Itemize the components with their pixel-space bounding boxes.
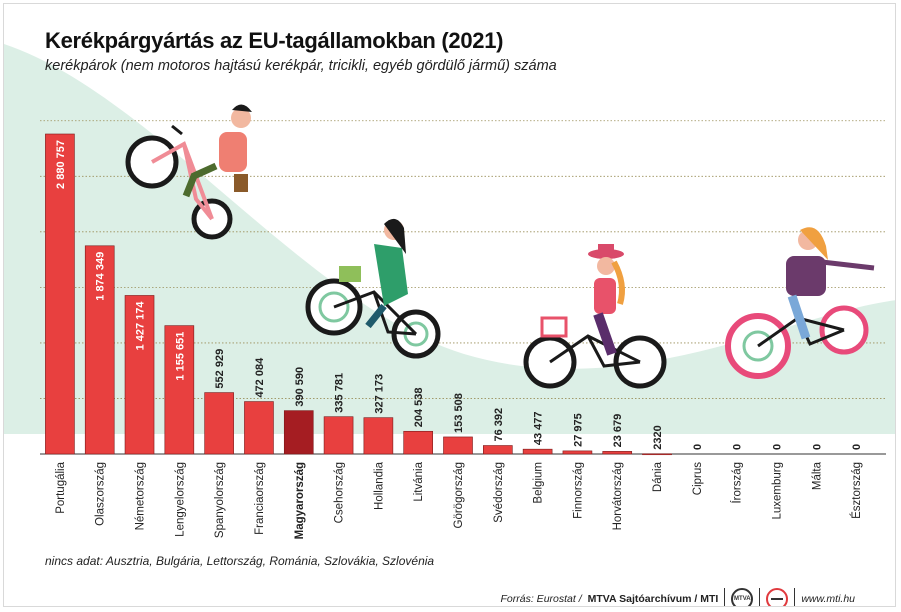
category-label-13: Finnország bbox=[572, 462, 584, 519]
category-label-20: Észtország bbox=[850, 462, 863, 519]
no-data-note: nincs adat: Ausztria, Bulgária, Lettorsz… bbox=[45, 554, 435, 568]
bar-1 bbox=[84, 245, 115, 455]
background-wave bbox=[4, 44, 895, 434]
value-label-1: 1 874 349 bbox=[95, 252, 107, 301]
bar-2 bbox=[124, 295, 155, 455]
chart-title: Kerékpárgyártás az EU-tagállamokban (202… bbox=[45, 28, 504, 53]
bar-12 bbox=[522, 448, 553, 455]
chart-plot: 2 880 757 1 874 349 1 427 174 1 155 651 552 … bbox=[4, 44, 895, 539]
bar-0 bbox=[45, 133, 75, 455]
value-label-5: 472 084 bbox=[254, 357, 266, 398]
value-label-17: 0 bbox=[732, 444, 744, 450]
category-label-18: Luxemburg bbox=[771, 462, 783, 520]
value-label-6: 390 590 bbox=[294, 367, 306, 407]
bar-4 bbox=[204, 392, 234, 455]
cyclist-hat-icon bbox=[523, 244, 667, 389]
category-label-1: Olaszország bbox=[95, 462, 107, 526]
footer-divider bbox=[724, 588, 726, 606]
value-label-10: 153 508 bbox=[453, 393, 465, 433]
bar-3 bbox=[164, 325, 195, 455]
source-label: Forrás: Eurostat / bbox=[500, 593, 582, 605]
category-label-6: Magyarország bbox=[294, 462, 306, 539]
bar-14 bbox=[602, 451, 633, 455]
category-labels: Portugália Olaszország Németország Lengyelo… bbox=[55, 461, 863, 539]
bar-8 bbox=[363, 417, 394, 455]
chart-subtitle: kerékpárok (nem motoros hajtású kerékpár… bbox=[45, 58, 557, 74]
category-label-11: Svédország bbox=[493, 462, 505, 523]
value-label-19: 0 bbox=[811, 444, 823, 450]
value-label-8: 327 173 bbox=[373, 374, 385, 414]
category-label-15: Dánia bbox=[652, 461, 664, 492]
chart-frame: 2 880 757 1 874 349 1 427 174 1 155 651 552 … bbox=[3, 3, 896, 607]
category-label-5: Franciaország bbox=[254, 462, 266, 535]
category-label-9: Litvánia bbox=[413, 461, 425, 501]
value-label-9: 204 538 bbox=[413, 388, 425, 428]
category-label-10: Görögország bbox=[453, 462, 465, 528]
value-label-20: 0 bbox=[851, 444, 863, 450]
bar-10 bbox=[443, 436, 473, 455]
value-label-13: 27 975 bbox=[572, 413, 584, 447]
category-label-7: Csehország bbox=[334, 462, 346, 523]
category-label-8: Hollandia bbox=[373, 461, 385, 510]
value-label-14: 23 679 bbox=[612, 414, 624, 448]
value-label-15: 2320 bbox=[652, 425, 664, 449]
source-archive: MTVA Sajtóarchívum / MTI bbox=[587, 593, 719, 605]
value-label-3: 1 155 651 bbox=[174, 332, 186, 381]
bar-15 bbox=[642, 453, 672, 456]
value-label-11: 76 392 bbox=[493, 408, 505, 442]
category-label-12: Belgium bbox=[533, 462, 545, 504]
category-label-17: Írország bbox=[731, 462, 744, 504]
bar-13 bbox=[562, 450, 593, 455]
category-label-0: Portugália bbox=[55, 461, 67, 513]
category-label-16: Ciprus bbox=[692, 462, 704, 495]
cyclist-wheelie-icon bbox=[125, 104, 252, 240]
cyclist-green-icon bbox=[305, 218, 441, 359]
mtva-logo-icon: MTVA bbox=[731, 588, 754, 606]
value-label-12: 43 477 bbox=[533, 412, 545, 446]
category-label-3: Lengyelország bbox=[174, 462, 186, 537]
value-label-18: 0 bbox=[771, 444, 783, 450]
footer-divider bbox=[759, 588, 761, 606]
website-link[interactable]: www.mti.hu bbox=[801, 593, 855, 605]
value-labels: 2 880 757 1 874 349 1 427 174 1 155 651 552 … bbox=[55, 140, 863, 450]
footer-divider bbox=[794, 588, 796, 606]
mti-logo-icon bbox=[766, 588, 789, 606]
value-label-4: 552 929 bbox=[214, 349, 226, 389]
category-label-2: Németország bbox=[135, 462, 147, 530]
value-label-0: 2 880 757 bbox=[55, 140, 67, 189]
footer: Forrás: Eurostat / MTVA Sajtóarchívum / … bbox=[500, 588, 855, 606]
cyclist-pink-wheels-icon bbox=[725, 227, 875, 379]
bars bbox=[45, 133, 672, 456]
bar-9 bbox=[403, 430, 433, 455]
value-label-2: 1 427 174 bbox=[135, 301, 147, 351]
bar-5 bbox=[244, 401, 274, 455]
category-label-19: Málta bbox=[811, 461, 823, 490]
bar-6 bbox=[283, 410, 314, 455]
bar-7 bbox=[323, 416, 354, 455]
bar-11 bbox=[483, 445, 513, 455]
value-label-7: 335 781 bbox=[334, 373, 346, 413]
category-label-4: Spanyolország bbox=[214, 462, 226, 538]
value-label-16: 0 bbox=[692, 444, 704, 450]
category-label-14: Horvátország bbox=[612, 462, 624, 530]
